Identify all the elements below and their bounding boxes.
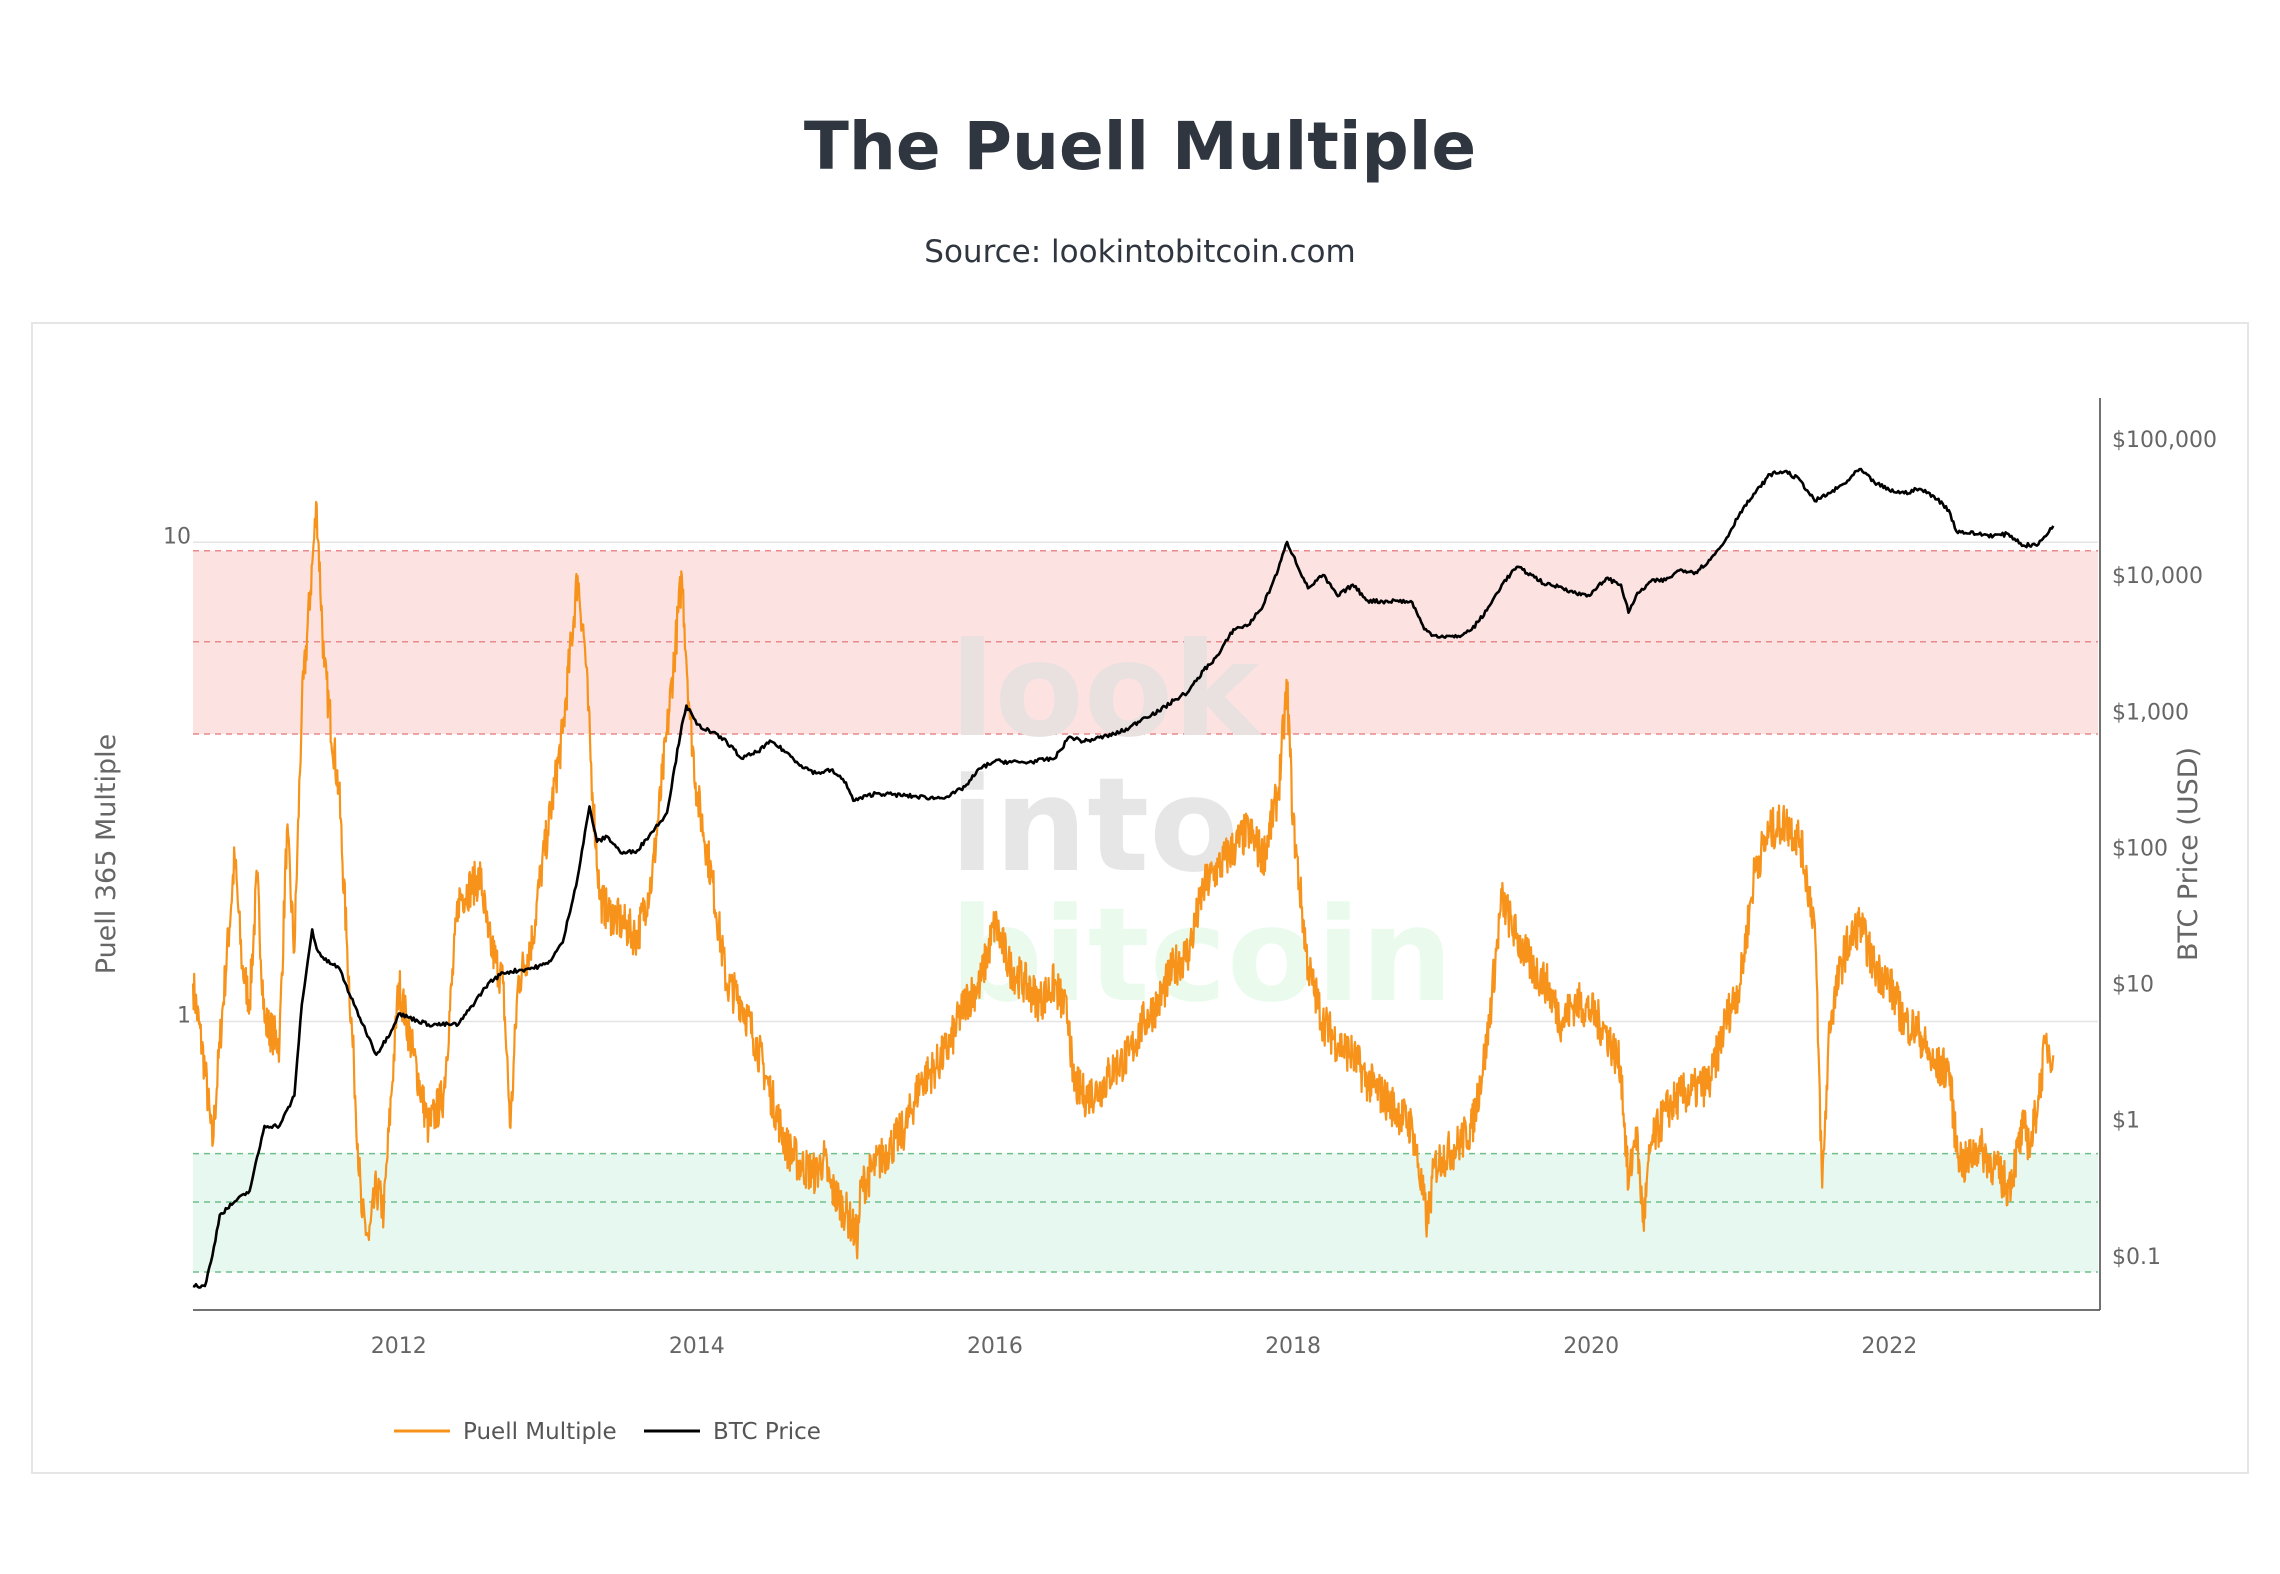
y-left-tick-1: 1: [177, 1003, 191, 1028]
chart-title: The Puell Multiple: [803, 108, 1477, 185]
series-lines: [191, 467, 2055, 1289]
y-right-tick: $0.1: [2112, 1245, 2161, 1270]
legend: Puell Multiple BTC Price: [394, 1419, 821, 1445]
x-tick-2020: 2020: [1563, 1334, 1619, 1359]
buy-zone-band: [193, 1153, 2098, 1273]
legend-item-price[interactable]: BTC Price: [644, 1419, 821, 1445]
y-right-tick: $10,000: [2112, 564, 2203, 589]
y-right-tick: $100,000: [2112, 428, 2217, 453]
btc-price-line: [192, 467, 2055, 1289]
x-tick-2012: 2012: [371, 1334, 427, 1359]
chart-panel: [31, 322, 2249, 1474]
zone-bands: [193, 550, 2098, 1273]
x-tick-2016: 2016: [967, 1334, 1023, 1359]
y-axis-left-title: Puell 365 Multiple: [91, 734, 122, 974]
y-right-tick: $1,000: [2112, 700, 2189, 725]
chart-subtitle: Source: lookintobitcoin.com: [924, 234, 1356, 270]
watermark: look into bitcoin: [950, 614, 1453, 1031]
y-axis-right-title: BTC Price (USD): [2173, 747, 2204, 961]
y-right-tick: $1: [2112, 1109, 2140, 1134]
legend-label-price: BTC Price: [713, 1419, 821, 1445]
tick-labels: 2012 2014 2016 2018 2020 2022 1 10 $0.1 $1 $10 $100…: [163, 428, 2217, 1359]
puell-multiple-line: [191, 500, 2055, 1260]
x-tick-2014: 2014: [669, 1334, 725, 1359]
y-left-tick-10: 10: [163, 524, 191, 549]
axes: [193, 398, 2101, 1311]
x-tick-2022: 2022: [1861, 1334, 1917, 1359]
watermark-look: look: [950, 614, 1262, 766]
legend-label-puell: Puell Multiple: [463, 1419, 617, 1445]
y-right-tick: $100: [2112, 836, 2168, 861]
legend-item-puell[interactable]: Puell Multiple: [394, 1419, 617, 1445]
x-tick-2018: 2018: [1265, 1334, 1321, 1359]
y-right-tick: $10: [2112, 973, 2154, 998]
watermark-into: into: [950, 749, 1239, 901]
